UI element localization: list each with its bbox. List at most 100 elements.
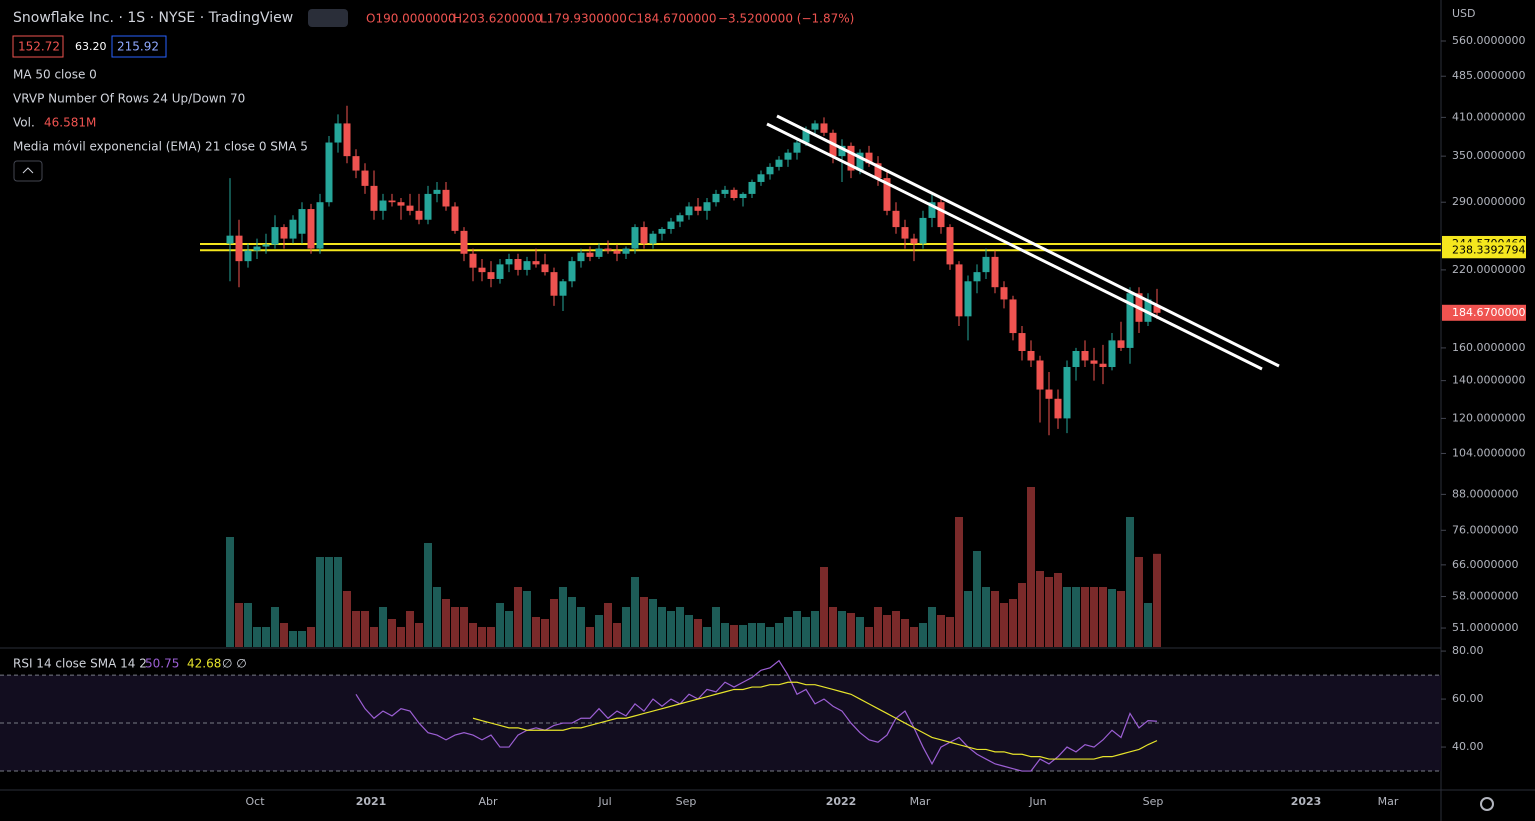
- y-tick-label: 88.0000000: [1452, 487, 1518, 500]
- candle-body: [676, 215, 684, 222]
- candle-body: [325, 142, 333, 203]
- candle-body: [883, 178, 891, 211]
- volume-bar: [838, 611, 846, 647]
- volume-bar: [784, 617, 792, 647]
- volume-bar: [1144, 603, 1152, 647]
- volume-bar: [658, 607, 666, 647]
- candle-body: [973, 272, 981, 282]
- candle-body: [991, 256, 999, 288]
- x-tick-label: Sep: [676, 795, 697, 808]
- candle-body: [982, 256, 990, 273]
- volume-bar: [388, 619, 396, 647]
- candle-body: [811, 123, 819, 130]
- candle-body: [487, 272, 495, 279]
- candle-body: [271, 227, 279, 245]
- currency[interactable]: USD: [1452, 7, 1476, 20]
- y-tick-label: 76.0000000: [1452, 523, 1518, 536]
- candle-body: [253, 246, 261, 251]
- badge: [111, 35, 167, 58]
- volume-bar: [793, 611, 801, 647]
- volume-bar: [901, 619, 909, 647]
- candle-body: [775, 159, 783, 167]
- candle-body: [442, 189, 450, 207]
- volume-bar: [685, 615, 693, 647]
- volume-bar: [433, 587, 441, 647]
- volume-bar: [631, 577, 639, 647]
- volume-bar: [622, 607, 630, 647]
- volume-bar: [352, 611, 360, 647]
- candle-body: [1081, 350, 1089, 361]
- candle-body: [496, 264, 504, 279]
- x-tick-label: 2022: [826, 795, 857, 808]
- candle-body: [865, 152, 873, 164]
- collapse-icon: [22, 167, 34, 174]
- volume-bar: [280, 623, 288, 647]
- y-tick-label: 220.0000000: [1452, 263, 1525, 276]
- price-badge-label: 238.3392794: [1452, 243, 1525, 256]
- rsi-title: RSI 14 close SMA 14 2: [13, 657, 147, 671]
- volume-bar: [1108, 589, 1116, 647]
- candle-body: [1027, 350, 1035, 361]
- candle-body: [1009, 299, 1017, 334]
- volume-bar: [991, 591, 999, 647]
- trendline[interactable]: [776, 114, 1280, 368]
- volume-bar: [1117, 591, 1125, 647]
- candle-body: [595, 248, 603, 257]
- trendline[interactable]: [766, 122, 1263, 371]
- candle-body: [613, 250, 621, 254]
- candle-body: [928, 202, 936, 218]
- toggle[interactable]: [308, 9, 348, 27]
- y-tick-label: 410.0000000: [1452, 110, 1525, 123]
- indicator[interactable]: MA 50 close 0: [13, 68, 97, 82]
- volume-bar: [973, 551, 981, 647]
- volume-bar: [1126, 517, 1134, 647]
- x-tick-label: Oct: [245, 795, 265, 808]
- candle-body: [1126, 293, 1134, 348]
- candle-body: [640, 227, 648, 244]
- settings-icon[interactable]: [1480, 797, 1494, 811]
- candle-body: [316, 202, 324, 249]
- badge-text: 215.92: [117, 40, 159, 54]
- badge-text: 152.72: [18, 40, 60, 54]
- volume-bar: [469, 623, 477, 647]
- volume-bar: [649, 599, 657, 647]
- x-tick-label: Sep: [1143, 795, 1164, 808]
- candle-body: [919, 217, 927, 244]
- price-badge: [1442, 242, 1526, 259]
- y-tick-label: 350.0000000: [1452, 149, 1525, 162]
- candle-body: [361, 170, 369, 186]
- volume-bar: [1000, 603, 1008, 647]
- candle-body: [343, 123, 351, 157]
- rsi-ma-value: 42.68: [187, 657, 221, 671]
- volume-bar: [1135, 557, 1143, 647]
- volume-bar: [1081, 587, 1089, 647]
- volume-bar: [361, 611, 369, 647]
- price-badge: [1442, 304, 1526, 321]
- volume-bar: [613, 623, 621, 647]
- rsi-tick-label: 60.00: [1452, 692, 1484, 705]
- indicator[interactable]: VRVP Number Of Rows 24 Up/Down 70: [13, 92, 245, 106]
- candle-body: [649, 233, 657, 244]
- candle-body: [694, 206, 702, 211]
- volume-bar: [712, 607, 720, 647]
- indicator[interactable]: Media móvil exponencial (EMA) 21 close 0…: [13, 140, 308, 154]
- rsi-tick-label: 40.00: [1452, 740, 1484, 753]
- volume-bar: [289, 631, 297, 647]
- volume-bar: [883, 615, 891, 647]
- volume-bar: [964, 591, 972, 647]
- candle-body: [577, 252, 585, 262]
- volume-bar: [1045, 577, 1053, 647]
- y-tick-label: 560.0000000: [1452, 34, 1525, 47]
- price-badge-label: 184.6700000: [1452, 306, 1525, 319]
- y-tick-label: 485.0000000: [1452, 69, 1525, 82]
- y-tick-label: 104.0000000: [1452, 446, 1525, 459]
- candle-body: [541, 264, 549, 273]
- volume-title: Vol.: [13, 116, 35, 130]
- candle-body: [307, 209, 315, 249]
- candle-body: [352, 156, 360, 171]
- collapse-button[interactable]: [13, 160, 43, 182]
- volume-bar: [370, 627, 378, 647]
- candle-body: [235, 235, 243, 262]
- candle-body: [289, 219, 297, 239]
